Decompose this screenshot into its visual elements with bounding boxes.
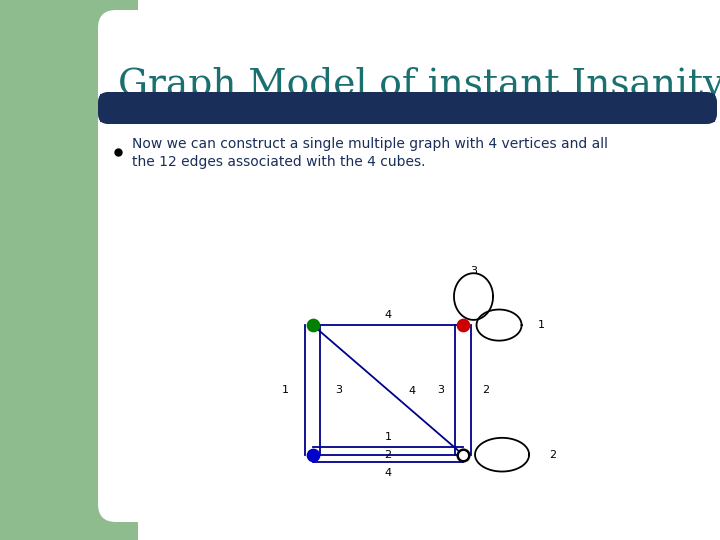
Text: 3: 3 bbox=[470, 266, 477, 275]
Text: 4: 4 bbox=[384, 468, 392, 478]
Point bbox=[457, 450, 469, 459]
Text: 3: 3 bbox=[437, 385, 444, 395]
Bar bbox=[100, 94, 715, 122]
Bar bbox=[0, 0, 138, 540]
Point bbox=[307, 450, 318, 459]
Text: 2: 2 bbox=[482, 385, 489, 395]
Text: 1: 1 bbox=[384, 431, 392, 442]
Point bbox=[457, 321, 469, 329]
Point bbox=[307, 321, 318, 329]
Text: 4: 4 bbox=[408, 386, 415, 396]
Text: 1: 1 bbox=[282, 385, 289, 395]
Text: Graph Model of instant Insanity puzzle: Graph Model of instant Insanity puzzle bbox=[118, 67, 720, 103]
Text: Now we can construct a single multiple graph with 4 vertices and all: Now we can construct a single multiple g… bbox=[132, 137, 608, 151]
FancyBboxPatch shape bbox=[98, 10, 710, 522]
Text: 2: 2 bbox=[549, 450, 557, 460]
Text: 1: 1 bbox=[538, 320, 544, 330]
Text: 3: 3 bbox=[335, 385, 342, 395]
Text: 4: 4 bbox=[384, 310, 392, 320]
Text: 2: 2 bbox=[384, 450, 392, 460]
Text: the 12 edges associated with the 4 cubes.: the 12 edges associated with the 4 cubes… bbox=[132, 155, 426, 169]
FancyBboxPatch shape bbox=[98, 92, 717, 124]
